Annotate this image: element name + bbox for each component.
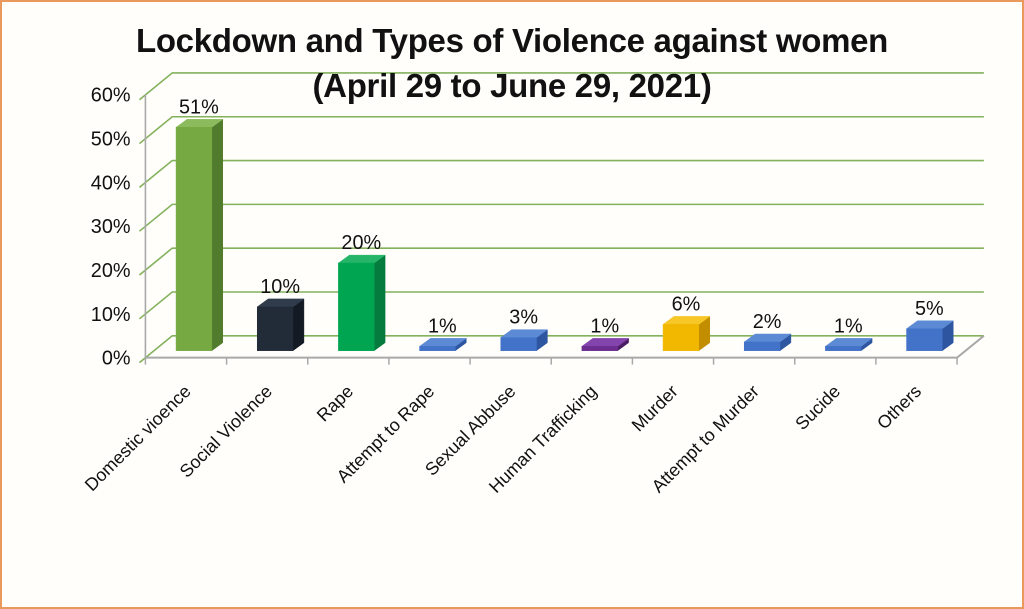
x-axis-category-label: Others [873, 381, 925, 433]
bar-front-face [906, 328, 943, 351]
bar-front-face [662, 324, 700, 351]
bar-value-label: 20% [341, 232, 381, 254]
y-axis-tick-label: 40% [91, 172, 131, 194]
bar-front-face [338, 262, 375, 351]
bar-front-face [256, 306, 294, 351]
y-axis-tick-label: 30% [91, 216, 131, 238]
bar-value-label: 5% [915, 298, 944, 320]
bar-value-label: 10% [260, 276, 300, 298]
y-axis-tick-label: 20% [91, 260, 131, 282]
y-axis-tick-label: 60% [91, 85, 131, 107]
bar-value-label: 3% [509, 307, 538, 329]
gridline [138, 291, 984, 320]
y-axis-tick-label: 50% [91, 129, 131, 151]
gridline [138, 203, 984, 232]
y-axis-tick-label: 10% [91, 304, 131, 326]
bar-value-label: 1% [428, 315, 457, 337]
bar-front-face [175, 127, 213, 351]
bar-value-label: 1% [590, 315, 619, 337]
bar-value-label: 51% [179, 96, 219, 118]
bar-value-label: 6% [672, 293, 701, 315]
gridline [138, 72, 984, 101]
x-axis-category-label: Rape [313, 381, 357, 425]
bar-side-face [373, 254, 386, 352]
bar-front-face [743, 341, 781, 351]
gridline [138, 115, 984, 145]
x-axis-category-label: Murder [628, 381, 682, 435]
x-axis-category-label: Domestic vioence [81, 381, 195, 495]
bar-front-face [581, 346, 618, 351]
bar-front-face [500, 337, 537, 351]
gridline [138, 159, 984, 188]
bar-front-face [825, 346, 862, 351]
x-axis-category-label: Sucide [791, 381, 844, 434]
bar-value-label: 2% [753, 311, 782, 333]
bar-front-face [419, 346, 456, 351]
bar-side-face [211, 118, 224, 352]
bar-side-face [292, 298, 305, 352]
bar-value-label: 1% [834, 315, 863, 337]
gridline [138, 334, 984, 364]
gridline [138, 247, 984, 276]
y-axis-tick-label: 0% [102, 348, 131, 370]
